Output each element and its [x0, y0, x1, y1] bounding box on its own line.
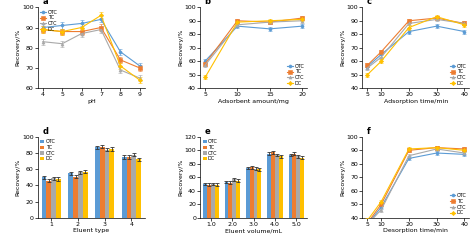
Bar [236, 181, 240, 218]
Text: b: b [204, 0, 210, 7]
Bar [271, 152, 275, 218]
Text: c: c [367, 0, 372, 7]
X-axis label: Eluent volume/mL: Eluent volume/mL [225, 228, 282, 233]
X-axis label: Desorption time/min: Desorption time/min [383, 228, 448, 233]
Y-axis label: Recovery/%: Recovery/% [178, 159, 183, 196]
Bar [279, 156, 283, 218]
Bar [267, 154, 271, 218]
Y-axis label: Recovery/%: Recovery/% [178, 29, 183, 67]
Text: e: e [204, 127, 210, 136]
Bar [275, 155, 279, 218]
Bar [232, 179, 236, 218]
Bar [73, 176, 78, 218]
Bar [289, 155, 292, 218]
Bar [83, 172, 88, 218]
Y-axis label: Recovery/%: Recovery/% [16, 29, 21, 67]
X-axis label: Adsorption time/min: Adsorption time/min [384, 99, 448, 104]
Y-axis label: Recovery/%: Recovery/% [340, 159, 346, 196]
X-axis label: Eluent type: Eluent type [73, 228, 109, 233]
Bar [257, 169, 261, 218]
Legend: OTC, TC, CTC, DC: OTC, TC, CTC, DC [39, 138, 56, 162]
Bar [246, 168, 250, 218]
Y-axis label: Recovery/%: Recovery/% [16, 159, 21, 196]
Bar [292, 154, 296, 218]
Bar [109, 149, 114, 218]
Bar [51, 178, 56, 218]
X-axis label: pH: pH [87, 99, 96, 104]
Legend: OTC, TC, CTC, DC: OTC, TC, CTC, DC [449, 192, 468, 216]
Bar [105, 150, 109, 218]
Y-axis label: Recovery/%: Recovery/% [340, 29, 346, 67]
Bar [300, 158, 304, 218]
Bar [68, 173, 73, 218]
Text: f: f [367, 127, 371, 136]
Bar [207, 185, 211, 218]
Bar [42, 177, 46, 218]
Bar [100, 147, 105, 218]
Bar [127, 157, 131, 218]
Bar [254, 168, 257, 218]
Legend: OTC, TC, CTC, DC: OTC, TC, CTC, DC [39, 9, 58, 33]
Bar [215, 185, 219, 218]
X-axis label: Adsorbent amount/mg: Adsorbent amount/mg [218, 99, 289, 104]
Bar [136, 159, 141, 218]
Bar [203, 184, 207, 218]
Legend: OTC, TC, CTC, DC: OTC, TC, CTC, DC [201, 138, 219, 162]
Legend: OTC, TC, CTC, DC: OTC, TC, CTC, DC [449, 63, 468, 87]
Bar [250, 167, 254, 218]
Bar [56, 179, 61, 218]
Legend: OTC, TC, CTC, DC: OTC, TC, CTC, DC [286, 63, 306, 87]
Bar [95, 147, 100, 218]
Bar [228, 183, 232, 218]
Bar [225, 182, 228, 218]
Text: d: d [42, 127, 48, 136]
Bar [122, 157, 127, 218]
Text: a: a [42, 0, 48, 7]
Bar [78, 173, 83, 218]
Bar [46, 181, 51, 218]
Bar [296, 156, 300, 218]
Bar [211, 184, 215, 218]
Bar [131, 155, 136, 218]
